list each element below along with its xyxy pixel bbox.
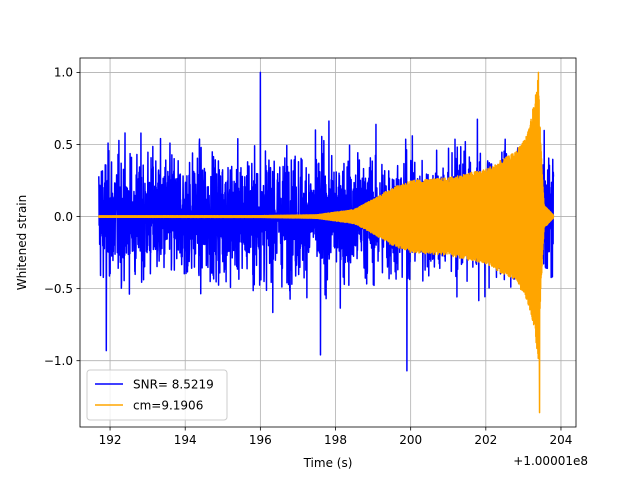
axis-ticks: 192 194 196 198 200 202 204 −1.0 −0.5 0.0 0.5 1.0 (44, 66, 573, 447)
plot-lines (98, 71, 555, 414)
legend: SNR= 8.5219 cm=9.1906 (86, 369, 228, 421)
y-tick-label: −1.0 (44, 354, 73, 368)
x-tick-label: 200 (399, 433, 422, 447)
x-tick-label: 192 (99, 433, 122, 447)
x-tick-label: 198 (324, 433, 347, 447)
y-axis-label: Whitened strain (15, 195, 29, 291)
plot-frame (79, 57, 577, 428)
x-offset-label: +1.00001e8 (513, 454, 588, 468)
y-tick-label: 0.0 (54, 210, 73, 224)
series-line-cm (98, 71, 555, 414)
y-tick-label: 0.5 (54, 138, 73, 152)
y-tick-label: −0.5 (44, 282, 73, 296)
y-tick-label: 1.0 (54, 66, 73, 80)
x-tick-label: 194 (174, 433, 197, 447)
x-tick-label: 202 (474, 433, 497, 447)
legend-label-cm: cm=9.1906 (133, 398, 203, 412)
legend-box (86, 369, 228, 421)
x-axis-label: Time (s) (303, 456, 353, 470)
legend-label-snr: SNR= 8.5219 (133, 377, 214, 391)
x-tick-label: 196 (249, 433, 272, 447)
x-tick-label: 204 (550, 433, 573, 447)
